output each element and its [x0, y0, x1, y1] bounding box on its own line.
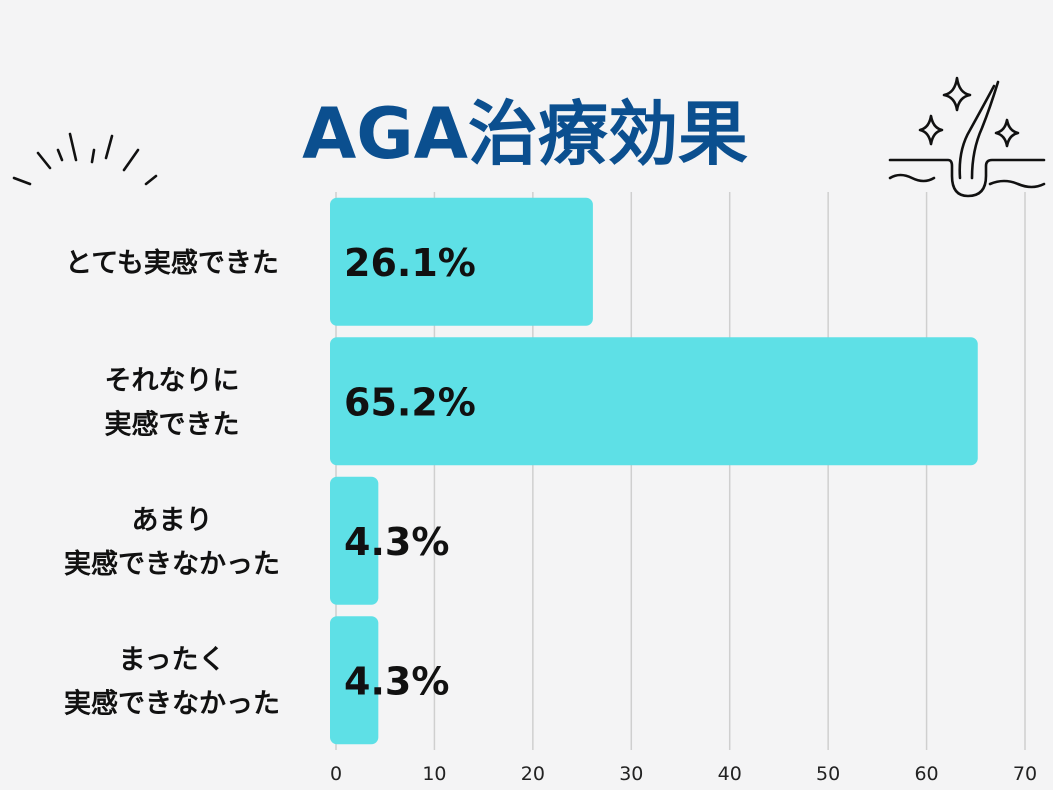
- category-label-line: あまり: [132, 505, 213, 536]
- x-tick-label: 30: [619, 763, 643, 785]
- category-label: とても実感できた: [65, 247, 279, 279]
- x-axis-ticks: 0 10 20 30 40 50 60 70: [330, 763, 1037, 785]
- bar: [330, 616, 379, 745]
- category-label: あまり実感できなかった: [64, 505, 280, 580]
- data-label: 4.3%: [344, 659, 449, 703]
- bar: [330, 476, 379, 605]
- chart-title: AGA治療効果: [302, 93, 748, 175]
- x-tick-label: 10: [422, 763, 446, 785]
- x-tick-label: 70: [1013, 763, 1037, 785]
- x-tick-label: 0: [330, 763, 342, 785]
- burst-lines-icon: [12, 132, 158, 186]
- hair-follicle-sparkle-icon: [888, 76, 1046, 198]
- bars: 26.1% 65.2% 4.3% 4.3%: [330, 197, 978, 745]
- x-tick-label: 50: [816, 763, 840, 785]
- x-tick-label: 40: [718, 763, 742, 785]
- category-labels: とても実感できたそれなりに実感できたあまり実感できなかったまったく実感できなかっ…: [64, 247, 280, 720]
- category-label-line: 実感できた: [105, 408, 240, 440]
- data-label: 65.2%: [344, 380, 476, 424]
- bar: [330, 337, 978, 466]
- bar: [330, 197, 593, 326]
- data-label: 26.1%: [344, 241, 476, 285]
- category-label: それなりに実感できた: [105, 365, 240, 440]
- category-label-line: 実感できなかった: [64, 687, 280, 719]
- category-label-line: それなりに: [105, 365, 240, 396]
- x-tick-label: 60: [914, 763, 938, 785]
- x-tick-label: 20: [521, 763, 545, 785]
- category-label-line: 実感できなかった: [64, 548, 280, 580]
- category-label-line: まったく: [119, 644, 226, 675]
- category-label-line: とても実感できた: [65, 247, 279, 279]
- data-label: 4.3%: [344, 520, 449, 564]
- category-label: まったく実感できなかった: [64, 644, 280, 719]
